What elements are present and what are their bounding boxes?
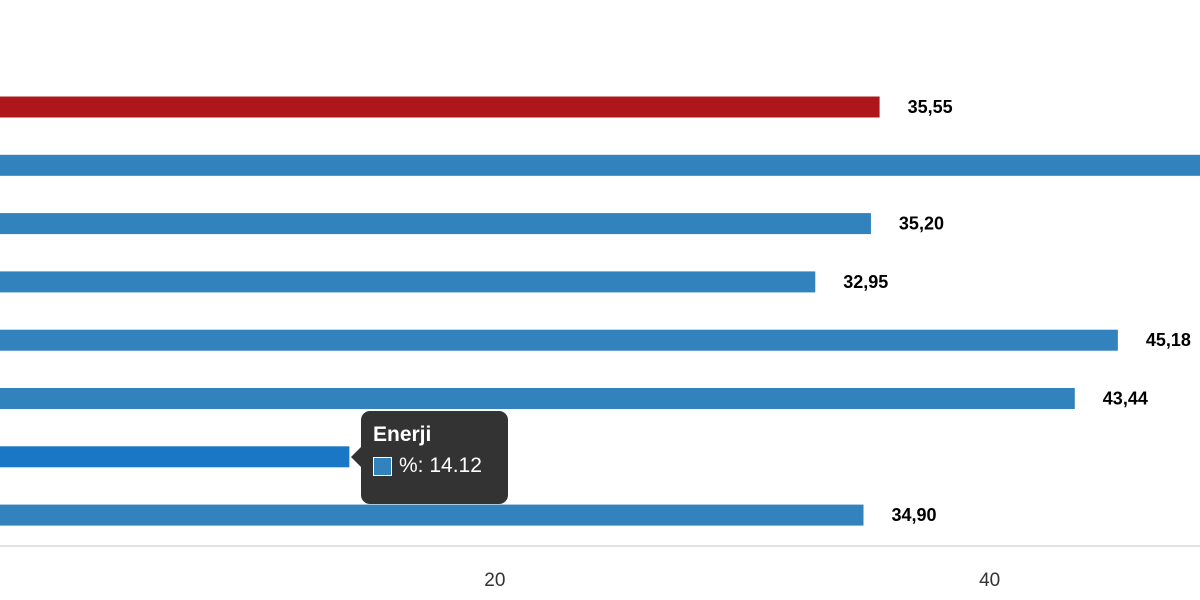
bar[interactable] [0, 154, 1200, 176]
data-label: 35,20 [899, 214, 944, 234]
bars-group [0, 96, 1200, 526]
data-label: 35,55 [908, 97, 953, 117]
bar[interactable] [0, 388, 1075, 409]
data-label: 43,44 [1103, 389, 1148, 409]
bar[interactable] [0, 504, 864, 526]
x-tick-label: 20 [484, 570, 505, 591]
bar[interactable] [0, 271, 816, 293]
tooltip: Enerji %: 14.12 [351, 411, 508, 504]
x-tick-label: 40 [979, 570, 1000, 591]
bar[interactable] [0, 96, 880, 118]
data-label: 32,95 [843, 272, 888, 292]
bar[interactable] [0, 213, 871, 235]
bar[interactable] [0, 329, 1118, 351]
tooltip-value: %: 14.12 [399, 454, 482, 477]
bar[interactable] [0, 446, 350, 468]
tooltip-title: Enerji [373, 423, 432, 446]
data-label: 34,90 [892, 505, 937, 525]
data-label: 45,18 [1146, 330, 1191, 350]
tooltip-swatch-icon [373, 456, 392, 476]
tooltip-row: %: 14.12 [373, 453, 496, 479]
x-axis-ticks: 20 40 [484, 570, 1000, 591]
